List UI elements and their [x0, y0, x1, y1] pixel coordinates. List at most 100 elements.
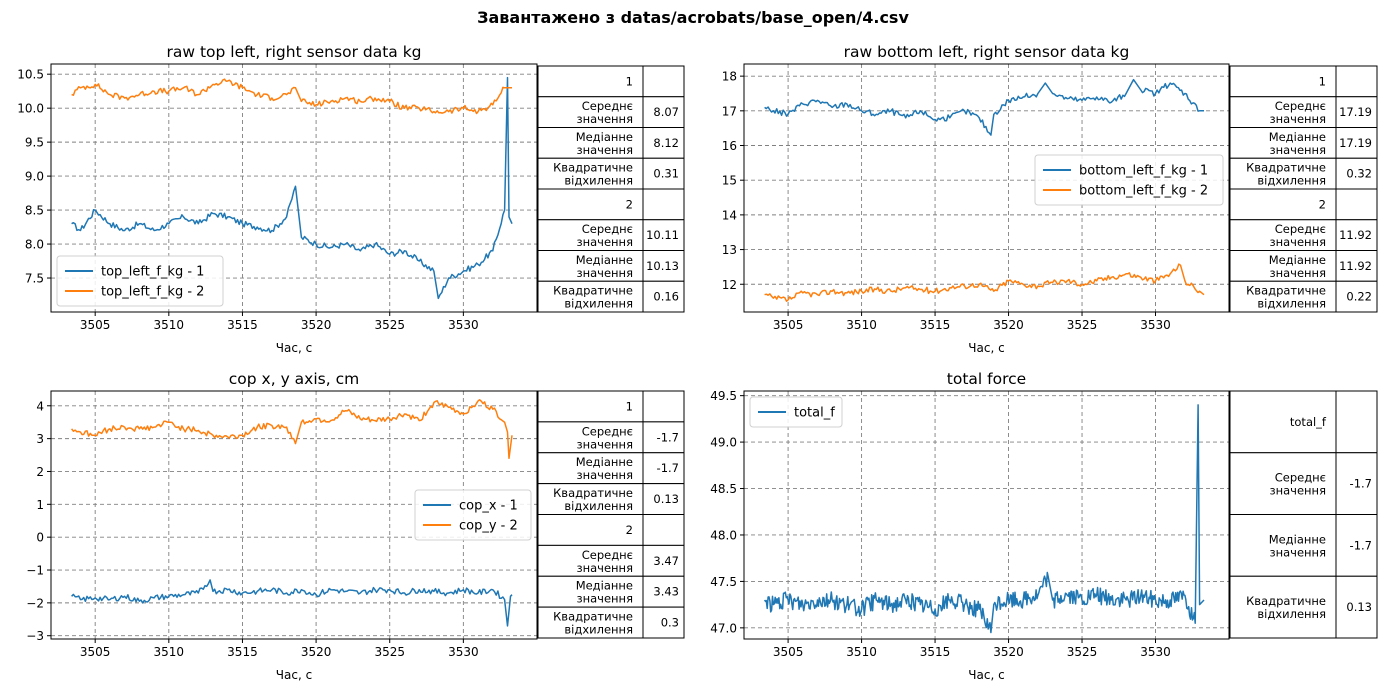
table-row-label-line1: Середнє	[582, 222, 633, 236]
table-row-label-line1: Середнє	[1275, 222, 1326, 236]
table-row-value: 10.13	[646, 259, 679, 273]
table-row-label: Середнє значення	[1269, 99, 1326, 126]
table-row-label: Квадратичне відхилення	[553, 610, 633, 637]
table-row-value: 11.92	[1339, 228, 1372, 242]
axes-frame	[743, 390, 1230, 640]
table-cell-value	[642, 157, 685, 190]
x-tick-label: 3525	[374, 645, 405, 659]
table-cell-label	[1229, 575, 1337, 639]
x-tick-label: 3525	[374, 318, 405, 332]
table-row-value: 8.07	[653, 105, 679, 119]
table-row-label-line1: Середнє	[582, 424, 633, 438]
table-row-value: 0.31	[653, 167, 679, 181]
table-row-label: Медіанне значення	[576, 579, 633, 606]
table-row-label: Медіанне значення	[1269, 130, 1326, 157]
table-cell-value	[1335, 157, 1378, 190]
table-row-label-line1: Медіанне	[1269, 532, 1326, 546]
y-tick-label: 47.5	[710, 575, 737, 589]
table-row-label-line1: Квадратичне	[553, 486, 633, 500]
table-row-label: total_f	[1290, 415, 1327, 429]
table-row-label-line2: значення	[576, 592, 633, 606]
table-row-value: 3.47	[653, 554, 679, 568]
table-row-label-line2: значення	[576, 266, 633, 280]
x-tick-label: 3520	[301, 318, 332, 332]
table-row-label-line1: Середнє	[582, 548, 633, 562]
table-row-value: -1.7	[1350, 477, 1372, 491]
legend-label-2: bottom_left_f_kg - 2	[1079, 184, 1208, 199]
table-row-label-line1: Середнє	[1275, 99, 1326, 113]
table-row-label: Середнє значення	[576, 424, 633, 451]
table-row-label-line1: Медіанне	[1269, 253, 1326, 267]
y-tick-label: 12	[722, 278, 737, 292]
table-row-label-line2: відхилення	[564, 499, 633, 513]
series-line-1	[764, 78, 1204, 136]
series-line-2	[71, 78, 512, 115]
table-row-label-line1: Квадратичне	[1246, 284, 1326, 298]
table-cell-value	[1335, 65, 1378, 98]
series-line-1	[71, 579, 513, 627]
table-cell-label	[1229, 250, 1337, 282]
table-cell-label	[1229, 390, 1337, 454]
table-row-label: Медіанне значення	[576, 130, 633, 157]
table-row-label-line2: значення	[576, 143, 633, 157]
y-tick-label: −3	[26, 629, 44, 643]
x-tick-label: 3530	[1140, 645, 1171, 659]
table-row-label-line1: Квадратичне	[553, 284, 633, 298]
table-cell-value	[642, 65, 685, 98]
panel-3: cop x, y axis, cm 3505 3510 3515 3520 3525 353…	[26, 370, 685, 682]
table-row-label-line2: значення	[576, 468, 633, 482]
y-tick-label: 8.0	[25, 238, 44, 252]
x-tick-label: 3520	[301, 645, 332, 659]
table-cell-value	[642, 96, 685, 128]
y-tick-label: 49.5	[710, 389, 737, 403]
x-tick-label: 3520	[993, 645, 1024, 659]
x-axis-label: Час, с	[968, 341, 1004, 355]
y-tick-label: 9.5	[25, 136, 44, 150]
table-row-label-line2: відхилення	[1257, 607, 1326, 621]
table-row-value: 0.32	[1346, 167, 1372, 181]
table-row-label: Середнє значення	[576, 99, 633, 126]
x-tick-label: 3530	[1140, 318, 1171, 332]
y-tick-label: 7.5	[25, 272, 44, 286]
x-tick-label: 3510	[154, 645, 185, 659]
x-tick-label: 3525	[1067, 645, 1098, 659]
table-cell-value	[642, 575, 685, 608]
table-row-label: Квадратичне відхилення	[553, 486, 633, 513]
x-tick-label: 3510	[846, 318, 877, 332]
x-tick-label: 3515	[920, 645, 951, 659]
panel-title: cop x, y axis, cm	[229, 370, 359, 388]
table-cell-value	[642, 483, 685, 515]
table-cell-label	[537, 390, 644, 423]
table-cell-value	[642, 390, 685, 423]
table-row-value: 10.11	[646, 228, 679, 242]
table-row-label-line1: Медіанне	[576, 579, 633, 593]
table-row-value: -1.7	[657, 430, 679, 444]
table-cell-label	[537, 127, 644, 159]
y-tick-label: 16	[722, 139, 737, 153]
table-row-label-line2: значення	[1269, 545, 1326, 559]
panel-2: raw bottom left, right sensor data kg 350…	[722, 43, 1378, 355]
series-line-1	[763, 404, 1205, 634]
table-cell-label	[1229, 157, 1337, 190]
table-cell-label	[537, 575, 644, 608]
table-cell-value	[642, 280, 685, 313]
table-cell-value	[1335, 452, 1378, 515]
y-tick-label: 9.0	[25, 170, 44, 184]
table-row-label: Медіанне значення	[1269, 253, 1326, 280]
x-axis-label: Час, с	[276, 341, 312, 355]
legend-label-1: top_left_f_kg - 1	[101, 265, 204, 280]
x-tick-label: 3505	[80, 645, 111, 659]
table-cell-value	[642, 188, 685, 221]
table-row-value: 8.12	[653, 136, 679, 150]
x-tick-label: 3510	[846, 645, 877, 659]
table-row-label-line1: Квадратичне	[1246, 594, 1326, 608]
x-tick-label: 3515	[227, 318, 258, 332]
table-cell-label	[537, 544, 644, 577]
table-row-label: Квадратичне відхилення	[1246, 594, 1326, 621]
series-line-2	[71, 399, 513, 460]
table-row-label-line2: відхилення	[564, 623, 633, 637]
y-tick-label: 47.0	[710, 621, 737, 635]
x-axis-label: Час, с	[276, 668, 312, 682]
table-row-label-line2: значення	[1269, 235, 1326, 249]
